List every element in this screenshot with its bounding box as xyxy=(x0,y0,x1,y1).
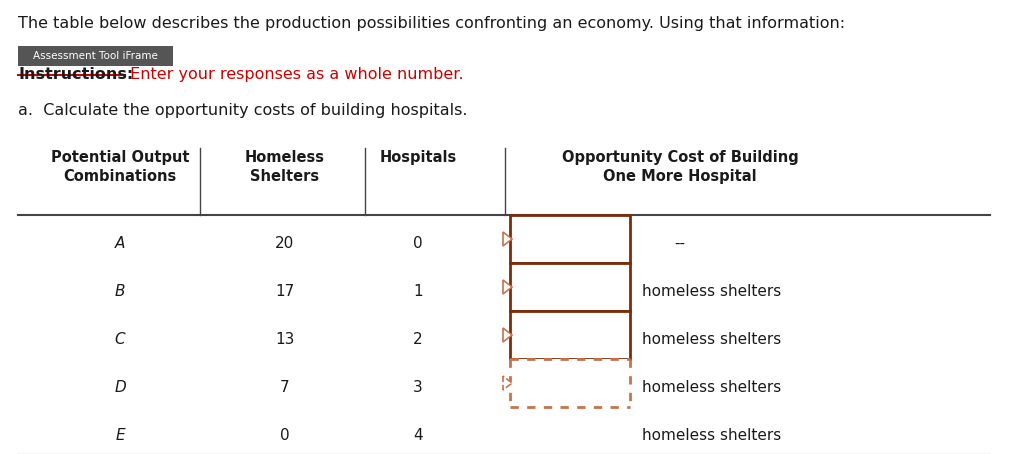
Bar xyxy=(510,311,630,359)
Text: Hospitals: Hospitals xyxy=(379,150,457,165)
Text: 0: 0 xyxy=(281,428,290,443)
Text: Enter your responses as a whole number.: Enter your responses as a whole number. xyxy=(125,67,464,82)
Text: Homeless
Shelters: Homeless Shelters xyxy=(245,150,325,183)
Text: 1: 1 xyxy=(414,283,423,298)
Polygon shape xyxy=(503,328,512,342)
Text: Assessment Tool iFrame: Assessment Tool iFrame xyxy=(33,51,158,61)
Text: E: E xyxy=(115,428,125,443)
Text: B: B xyxy=(115,283,125,298)
Text: 17: 17 xyxy=(275,283,295,298)
Text: 20: 20 xyxy=(275,236,295,251)
Text: homeless shelters: homeless shelters xyxy=(642,331,781,346)
Text: C: C xyxy=(115,331,125,346)
FancyBboxPatch shape xyxy=(18,46,173,66)
Bar xyxy=(510,263,630,311)
Text: homeless shelters: homeless shelters xyxy=(642,380,781,395)
Text: 13: 13 xyxy=(275,331,295,346)
Polygon shape xyxy=(503,280,512,294)
Text: homeless shelters: homeless shelters xyxy=(642,428,781,443)
Bar xyxy=(510,359,630,407)
Bar xyxy=(510,215,630,263)
Text: Instructions:: Instructions: xyxy=(18,67,133,82)
Text: 3: 3 xyxy=(413,380,423,395)
Text: D: D xyxy=(114,380,126,395)
Text: A: A xyxy=(115,236,125,251)
Text: a.  Calculate the opportunity costs of building hospitals.: a. Calculate the opportunity costs of bu… xyxy=(18,103,468,118)
Text: homeless shelters: homeless shelters xyxy=(642,283,781,298)
Text: 4: 4 xyxy=(414,428,423,443)
Polygon shape xyxy=(503,376,512,390)
Text: 2: 2 xyxy=(414,331,423,346)
Text: Potential Output
Combinations: Potential Output Combinations xyxy=(51,150,189,183)
Text: 7: 7 xyxy=(281,380,290,395)
Text: The table below describes the production possibilities confronting an economy. U: The table below describes the production… xyxy=(18,16,845,31)
Text: Opportunity Cost of Building
One More Hospital: Opportunity Cost of Building One More Ho… xyxy=(561,150,799,183)
Text: --: -- xyxy=(675,236,685,251)
Text: 0: 0 xyxy=(414,236,423,251)
Polygon shape xyxy=(503,232,512,246)
